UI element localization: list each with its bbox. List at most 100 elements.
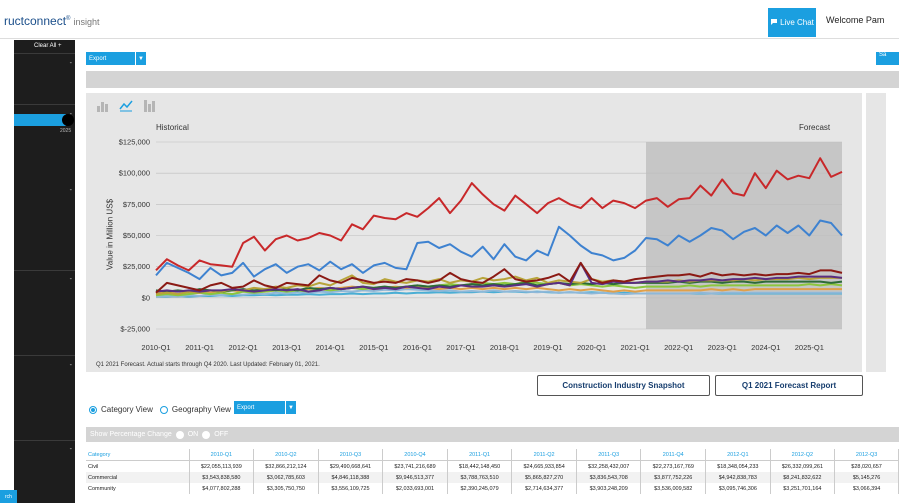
export-label: Export <box>237 404 255 411</box>
filter-sidebar: Clear All + - - - - - - <box>14 40 75 503</box>
table-row: Civil $22,055,113,939 $32,866,212,124 $29,4… <box>86 460 899 472</box>
x-tick-label: 2012-Q1 <box>229 343 258 352</box>
x-tick-label: 2013-Q1 <box>272 343 301 352</box>
table-category-cell: Community <box>86 483 190 494</box>
historical-label: Historical <box>156 123 189 132</box>
table-column-header[interactable]: 2012-Q3 <box>834 449 899 461</box>
x-tick-label: 2019-Q1 <box>533 343 562 352</box>
table-column-header[interactable]: 2010-Q1 <box>189 449 255 461</box>
table-column-header[interactable]: 2010-Q2 <box>253 449 319 461</box>
live-chat-button[interactable]: Live Chat <box>768 8 816 37</box>
line-chart: $-25,000 $0 $25,000 $50,000 $75,000 $100,000 $… <box>119 138 843 352</box>
x-tick-label: 2011-Q1 <box>185 343 214 352</box>
chevron-down-icon: ▼ <box>135 52 146 65</box>
table-value-cell: $3,788,763,510 <box>447 472 513 483</box>
stacked-bar-icon[interactable] <box>143 98 157 114</box>
table-column-header[interactable]: 2012-Q1 <box>705 449 771 461</box>
year-range-slider-track[interactable] <box>14 114 66 126</box>
welcome-user-menu[interactable]: Welcome Pam <box>826 15 885 25</box>
table-value-cell: $5,145,276 <box>834 472 899 483</box>
series-line-commercial <box>155 219 843 281</box>
collapse-dash-icon[interactable]: - <box>69 362 72 369</box>
app-header <box>0 0 899 39</box>
industry-snapshot-button[interactable]: Construction Industry Snapshot <box>537 375 710 396</box>
y-tick-label: $125,000 <box>119 138 150 147</box>
x-tick-label: 2024-Q1 <box>751 343 780 352</box>
sidebar-divider <box>14 104 75 105</box>
series-line-series-4 <box>155 261 843 293</box>
table-category-cell: Civil <box>86 460 190 472</box>
pct-on-label: ON <box>187 431 199 438</box>
table-body: Civil $22,055,113,939 $32,866,212,124 $29,4… <box>86 460 899 494</box>
y-tick-label: $100,000 <box>119 169 150 178</box>
pct-on-radio[interactable] <box>175 430 184 439</box>
collapse-dash-icon[interactable]: - <box>69 60 72 67</box>
logo-main: ructconnect <box>4 14 67 28</box>
sidebar-divider <box>14 355 75 356</box>
year-range-slider-handle[interactable] <box>62 114 74 126</box>
logo[interactable]: ructconnect® insight <box>4 14 99 28</box>
geography-view-radio[interactable] <box>159 405 168 414</box>
side-panel <box>866 93 886 372</box>
chevron-down-icon: ▼ <box>285 401 296 414</box>
series-line-series-7 <box>155 280 843 297</box>
export-table-dropdown[interactable]: Export ▼ <box>234 401 296 414</box>
pct-off-label: OFF <box>214 431 229 438</box>
collapse-dash-icon[interactable]: - <box>69 276 72 283</box>
table-value-cell: $22,055,113,939 <box>189 460 255 472</box>
table-value-cell: $3,066,394 <box>834 483 899 494</box>
table-column-header[interactable]: 2011-Q2 <box>511 449 577 461</box>
x-tick-label: 2015-Q1 <box>359 343 388 352</box>
x-tick-label: 2022-Q1 <box>664 343 693 352</box>
table-value-cell: $3,836,543,708 <box>576 472 642 483</box>
table-column-header[interactable]: 2011-Q3 <box>576 449 642 461</box>
table-value-cell: $22,273,167,769 <box>640 460 707 472</box>
table-value-cell: $3,903,248,209 <box>576 483 642 494</box>
table-value-cell: $2,714,634,377 <box>511 483 577 494</box>
x-tick-label: 2025-Q1 <box>795 343 824 352</box>
percentage-change-label: Show Percentage Change <box>90 431 172 438</box>
search-button[interactable]: rch <box>0 490 17 503</box>
filter-summary-bar <box>86 71 899 88</box>
clear-all-button[interactable]: Clear All + <box>34 43 62 49</box>
forecast-report-button[interactable]: Q1 2021 Forecast Report <box>715 375 863 396</box>
table-value-cell: $2,390,245,079 <box>447 483 513 494</box>
table-value-cell: $3,251,701,164 <box>770 483 836 494</box>
table-row: Community $4,077,802,288 $3,305,750,750 $3,… <box>86 483 899 494</box>
table-value-cell: $23,741,216,689 <box>382 460 448 472</box>
x-tick-label: 2016-Q1 <box>403 343 432 352</box>
table-value-cell: $3,556,109,725 <box>318 483 384 494</box>
export-label: Export <box>89 55 107 62</box>
series-line-civil <box>155 157 843 272</box>
table-value-cell: $3,305,750,750 <box>253 483 319 494</box>
x-tick-label: 2021-Q1 <box>621 343 650 352</box>
table-value-cell: $18,442,148,450 <box>447 460 513 472</box>
table-column-header[interactable]: 2012-Q2 <box>770 449 836 461</box>
pct-off-radio[interactable] <box>202 430 211 439</box>
forecast-label: Forecast <box>799 123 831 132</box>
table-value-cell: $4,077,802,288 <box>189 483 255 494</box>
table-column-header[interactable]: 2011-Q1 <box>447 449 513 461</box>
save-button[interactable]: Sa <box>876 52 899 65</box>
table-column-header[interactable]: 2011-Q4 <box>640 449 707 461</box>
series-line-community <box>155 261 843 294</box>
table-value-cell: $5,865,827,270 <box>511 472 577 483</box>
category-view-radio[interactable] <box>89 405 97 414</box>
x-tick-label: 2017-Q1 <box>446 343 475 352</box>
x-tick-label: 2023-Q1 <box>708 343 737 352</box>
geography-view-label: Geography View <box>171 405 231 414</box>
table-column-header[interactable]: Category <box>86 449 190 461</box>
table-value-cell: $3,543,838,580 <box>189 472 255 483</box>
line-chart-icon[interactable] <box>119 98 133 114</box>
table-value-cell: $3,536,009,582 <box>640 483 707 494</box>
bar-chart-icon[interactable] <box>96 98 110 114</box>
table-column-header[interactable]: 2010-Q4 <box>382 449 448 461</box>
collapse-dash-icon[interactable]: - <box>69 187 72 194</box>
export-dropdown[interactable]: Export ▼ <box>86 52 146 65</box>
collapse-dash-icon[interactable]: - <box>69 446 72 453</box>
y-tick-label: $50,000 <box>123 231 150 240</box>
x-tick-label: 2014-Q1 <box>316 343 345 352</box>
slider-year-label: 2025 <box>60 128 72 134</box>
y-tick-label: $-25,000 <box>120 325 150 334</box>
table-column-header[interactable]: 2010-Q3 <box>318 449 384 461</box>
